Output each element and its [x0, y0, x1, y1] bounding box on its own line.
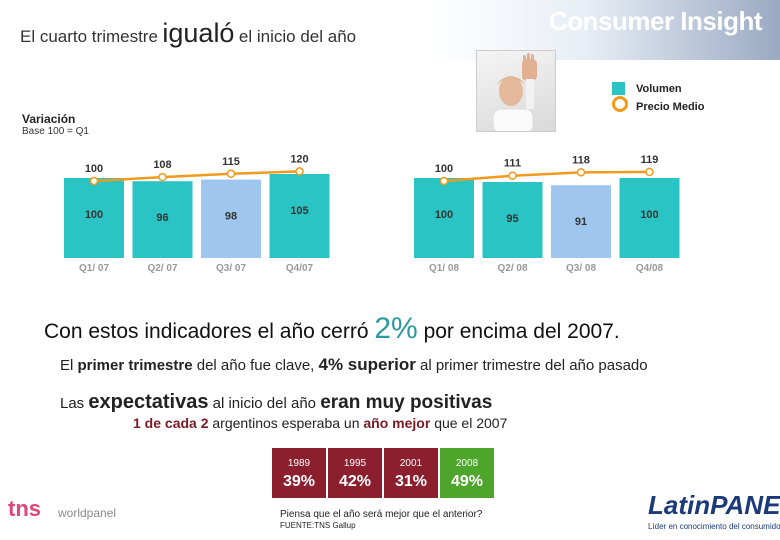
category-label: Q4/07 — [286, 263, 314, 274]
legend-volume-swatch — [612, 82, 625, 95]
title-part3: el inicio del año — [238, 27, 357, 46]
category-label: Q1/ 07 — [79, 263, 109, 274]
legend-volume-label: Volumen — [636, 83, 682, 95]
category-label: Q3/ 07 — [216, 263, 246, 274]
price-value-label: 120 — [290, 153, 308, 165]
summary-line2-b: primer trimestre — [77, 357, 193, 374]
bar-0-1 — [132, 181, 193, 258]
price-value-label: 118 — [572, 154, 590, 166]
summary-line2-e: al primer trimestre del año pasado — [420, 357, 648, 374]
person-illustration — [492, 53, 537, 131]
summary-line4-c: año mejor — [363, 415, 431, 431]
category-label: Q1/ 08 — [429, 263, 459, 274]
category-label: Q2/ 08 — [497, 263, 527, 274]
price-value-label: 100 — [85, 163, 103, 175]
base-label: Base 100 = Q1 — [22, 126, 89, 137]
price-point — [439, 176, 449, 186]
variacion-label: Variación — [22, 112, 76, 126]
worldpanel-logo: worldpanel — [58, 506, 117, 520]
bar-value-label: 100 — [85, 209, 103, 221]
bar-value-label: 91 — [575, 216, 587, 228]
price-value-label: 100 — [435, 163, 453, 175]
bar-1-3 — [619, 178, 680, 258]
legend-price-label: Precio Medio — [636, 101, 705, 113]
summary-line4-d: que el 2007 — [434, 415, 508, 431]
price-point — [226, 169, 236, 179]
brand-logo: Consumer Insight — [548, 6, 763, 36]
bar-0-0 — [64, 178, 124, 258]
summary-line-3: Las expectativas al inicio del año eran … — [60, 391, 492, 414]
summary-line1-b: por encima del 2007. — [423, 320, 620, 343]
summary-line3-a: Las — [60, 395, 85, 412]
summary-line-4: 1 de cada 2 argentinos esperaba un año m… — [133, 415, 507, 431]
survey-pct: 39% — [282, 473, 316, 490]
summary-line1-a: Con estos indicadores el año cerró — [44, 320, 369, 343]
summary-line1-pct: 2% — [374, 312, 418, 345]
survey-pct: 42% — [338, 473, 372, 490]
price-value-label: 115 — [222, 156, 240, 168]
survey-pct: 31% — [394, 473, 428, 490]
bar-value-label: 100 — [435, 209, 453, 221]
bar-value-label: 96 — [156, 212, 168, 224]
survey-box-2008: 2008 49% — [440, 448, 494, 498]
bar-value-label: 105 — [290, 205, 308, 217]
bar-1-2 — [551, 185, 611, 258]
summary-line2-d: 4% superior — [318, 355, 416, 374]
survey-pct: 49% — [450, 473, 484, 490]
summary-line3-b: expectativas — [88, 391, 209, 413]
header-band — [0, 0, 780, 60]
price-point — [508, 171, 517, 180]
survey-year: 2001 — [399, 458, 423, 469]
charts-area: 100 Q1/ 07 96 Q2/ 07 98 Q3/ 07 105 Q4/07 100 108 1… — [64, 153, 680, 274]
tns-logo: tns — [8, 496, 41, 521]
price-point — [158, 172, 167, 182]
price-point — [645, 167, 654, 177]
price-line-1 — [443, 170, 650, 183]
title-part1: El cuarto trimestre — [20, 27, 158, 46]
summary-line4-b: argentinos esperaba un — [212, 415, 360, 431]
category-label: Q4/08 — [636, 263, 664, 274]
bar-value-label: 98 — [225, 211, 237, 223]
summary-line2-c: del año fue clave, — [196, 357, 315, 374]
price-value-label: 111 — [504, 158, 521, 170]
survey-year: 1995 — [343, 458, 367, 469]
survey-box-2001: 2001 31% — [384, 448, 438, 498]
page-title: El cuarto trimestre igualó el inicio del… — [20, 18, 356, 49]
summary-line3-c: al inicio del año — [212, 395, 317, 412]
survey-box-1989: 1989 39% — [272, 448, 326, 498]
category-label: Q2/ 07 — [147, 263, 177, 274]
summary-line-2: El primer trimestre del año fue clave, 4… — [60, 355, 648, 375]
price-value-label: 119 — [641, 154, 659, 166]
title-part2: igualó — [162, 18, 235, 48]
person-photo — [476, 50, 556, 132]
survey-source: FUENTE:TNS Gallup — [280, 521, 356, 530]
bar-0-3 — [269, 174, 330, 258]
summary-line2-a: El — [60, 357, 74, 374]
bar-value-label: 95 — [506, 213, 518, 225]
legend-price-swatch — [612, 96, 628, 112]
summary-line3-d: eran muy positivas — [320, 392, 493, 413]
summary-line-1: Con estos indicadores el año cerró 2% po… — [44, 312, 620, 346]
price-line-0 — [93, 170, 300, 183]
price-point — [576, 168, 586, 177]
summary-line4-a: 1 de cada 2 — [133, 415, 209, 431]
bar-1-1 — [482, 182, 543, 258]
category-label: Q3/ 08 — [566, 263, 596, 274]
price-point — [89, 176, 99, 186]
bar-1-0 — [414, 178, 474, 258]
price-point — [295, 167, 304, 176]
survey-year: 2008 — [455, 458, 479, 469]
survey-year: 1989 — [287, 458, 311, 469]
latinpanel-tagline: Líder en conocimiento del consumidor — [648, 522, 780, 531]
survey-box-1995: 1995 42% — [328, 448, 382, 498]
survey-question: Piensa que el año será mejor que el ante… — [280, 509, 483, 520]
bar-value-label: 100 — [640, 209, 658, 221]
bar-0-2 — [201, 179, 261, 258]
price-value-label: 108 — [153, 159, 171, 171]
